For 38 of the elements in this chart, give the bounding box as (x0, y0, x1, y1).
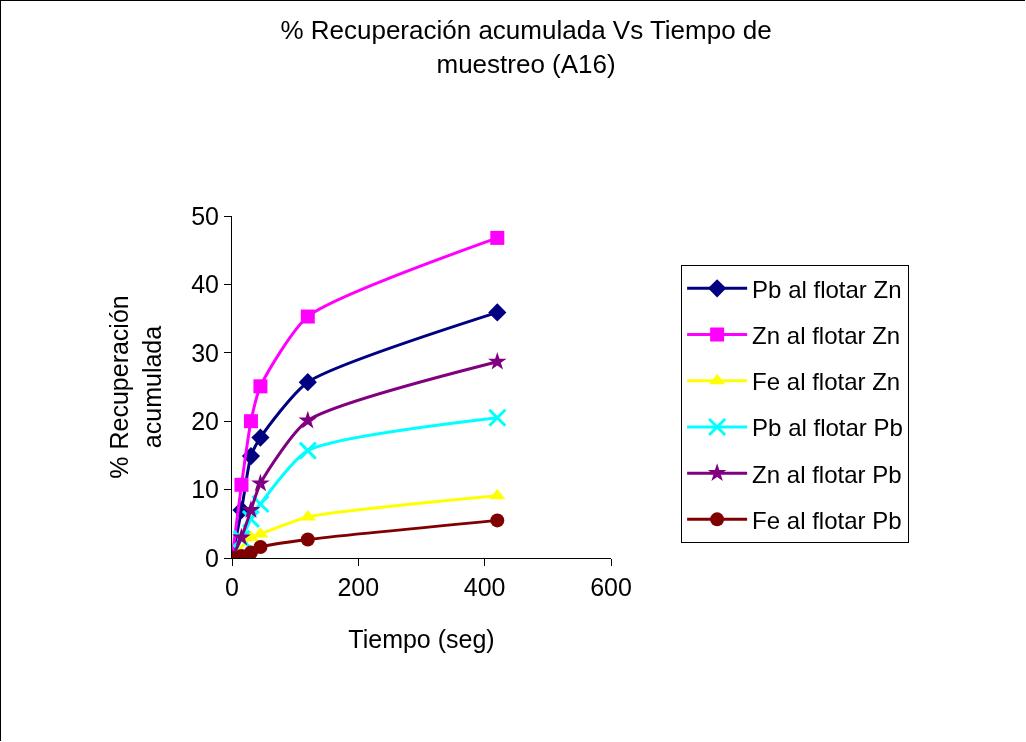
y-tick-label: 0 (205, 543, 219, 572)
y-tick-label: 20 (191, 406, 219, 435)
point (298, 410, 318, 429)
y-tick-label: 50 (191, 201, 219, 230)
legend-label: Fe al flotar Zn (752, 368, 901, 396)
point (300, 309, 315, 324)
point (298, 373, 317, 392)
y-tick-label: 10 (191, 475, 219, 504)
point (300, 532, 315, 547)
point (490, 230, 505, 245)
x-axis-title: Tiempo (seg) (348, 625, 495, 653)
point (489, 488, 506, 500)
y-tick-label: 40 (191, 270, 219, 299)
point (299, 509, 316, 521)
point (487, 351, 507, 370)
legend-label: Pb al flotar Zn (752, 275, 902, 303)
point (243, 414, 258, 429)
legend-label: Zn al flotar Pb (752, 460, 902, 488)
x-tick-label: 0 (225, 573, 239, 601)
point (488, 303, 507, 322)
point (298, 441, 318, 461)
point (234, 477, 249, 492)
x-tick-label: 600 (590, 573, 632, 601)
x-tick-label: 200 (337, 573, 380, 601)
point (241, 500, 261, 519)
legend-label: Zn al flotar Zn (752, 321, 901, 349)
x-tick-label: 400 (463, 573, 506, 601)
point (251, 428, 270, 447)
point (253, 379, 268, 394)
y-tick-label: 30 (191, 338, 219, 367)
point (490, 513, 505, 528)
legend-label: Fe al flotar Pb (752, 506, 902, 534)
legend-label: Pb al flotar Pb (752, 414, 903, 442)
point (251, 473, 270, 492)
point (253, 540, 268, 555)
y-axis-title: % Recuperación acumulada (105, 295, 166, 479)
point (487, 408, 507, 428)
chart-title: % Recuperación acumulada Vs Tiempo de muestreo (A16) (280, 15, 772, 79)
